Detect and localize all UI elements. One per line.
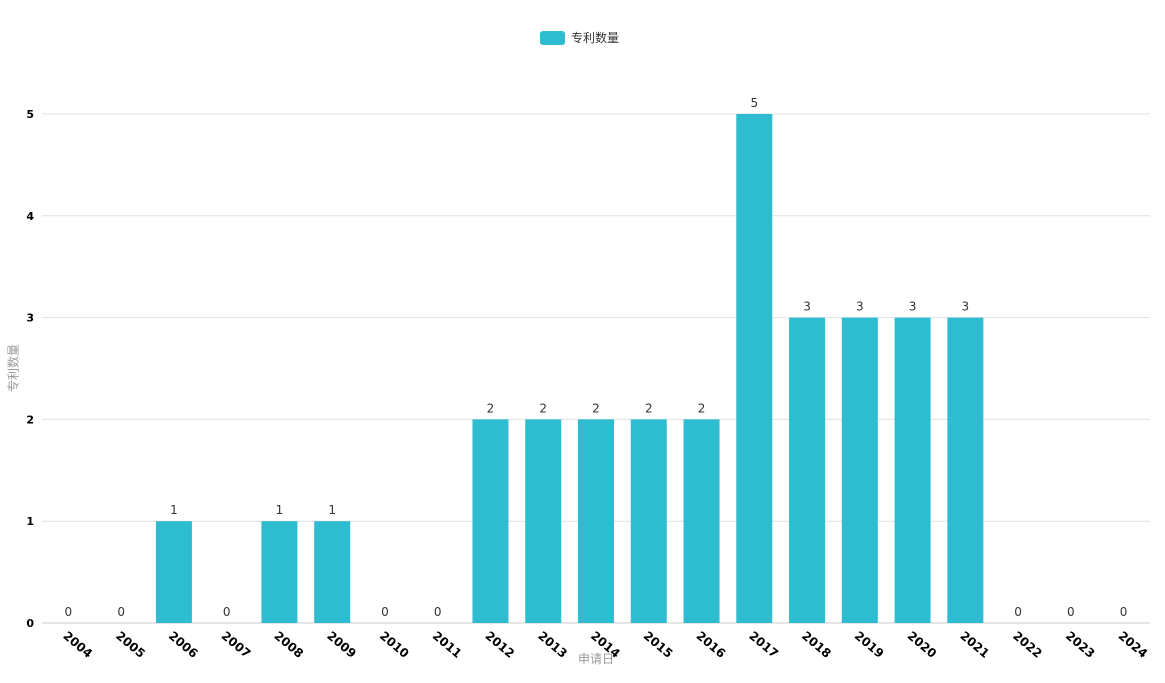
bar-value-label: 1 [170, 503, 178, 517]
bar-value-label: 0 [1120, 605, 1128, 619]
bar [841, 317, 878, 623]
x-tick-label: 2017 [746, 629, 781, 661]
x-tick-label: 2012 [483, 629, 518, 661]
x-tick-label: 2006 [166, 629, 201, 661]
bar-value-label: 0 [223, 605, 231, 619]
bar-value-label: 2 [539, 401, 547, 415]
x-tick-label: 2008 [272, 629, 307, 661]
y-tick-label: 4 [26, 210, 34, 223]
x-axis-title: 申请日 [577, 652, 615, 666]
bar-value-label: 0 [1014, 605, 1022, 619]
bar-value-label: 0 [117, 605, 125, 619]
x-tick-label: 2016 [694, 629, 729, 661]
y-tick-label: 1 [26, 515, 34, 528]
y-tick-label: 5 [26, 108, 34, 121]
bar-value-label: 3 [962, 300, 970, 314]
x-tick-label: 2024 [1116, 629, 1151, 661]
bar-value-label: 0 [1067, 605, 1075, 619]
x-tick-label: 2023 [1063, 629, 1098, 661]
bar [894, 317, 931, 623]
y-axis-title: 专利数量 [6, 343, 21, 393]
bar-value-label: 3 [856, 300, 864, 314]
bar-value-label: 0 [65, 605, 73, 619]
x-tick-label: 2019 [852, 629, 887, 661]
x-tick-label: 2021 [957, 629, 992, 661]
bar [525, 419, 562, 623]
x-tick-label: 2018 [799, 629, 834, 661]
bar-value-label: 2 [487, 401, 495, 415]
bar-value-label: 2 [698, 401, 706, 415]
bar-value-label: 1 [276, 503, 284, 517]
bar [789, 317, 826, 623]
bar [630, 419, 667, 623]
bar-value-label: 2 [645, 401, 653, 415]
x-tick-label: 2022 [1010, 629, 1045, 661]
x-tick-label: 2005 [113, 629, 148, 661]
bar-value-label: 1 [328, 503, 336, 517]
legend-label: 专利数量 [571, 31, 620, 45]
bar [472, 419, 509, 623]
x-tick-label: 2007 [219, 629, 254, 661]
bar [683, 419, 720, 623]
y-tick-label: 3 [26, 312, 34, 325]
bar-value-label: 3 [909, 300, 917, 314]
bar-value-label: 0 [434, 605, 442, 619]
y-tick-label: 0 [26, 617, 34, 630]
bar [947, 317, 984, 623]
bar-value-label: 0 [381, 605, 389, 619]
bar [155, 521, 192, 623]
legend-swatch [540, 30, 565, 45]
x-tick-label: 2009 [324, 629, 359, 661]
bar [578, 419, 614, 623]
x-tick-label: 2015 [641, 629, 676, 661]
x-tick-label: 2013 [535, 629, 570, 661]
x-tick-label: 2010 [377, 629, 412, 661]
bar-value-label: 5 [750, 96, 758, 110]
y-tick-label: 2 [26, 413, 34, 426]
bar [261, 521, 298, 623]
bar-value-label: 2 [592, 401, 600, 415]
x-tick-label: 2004 [60, 629, 95, 661]
legend[interactable]: 专利数量 [540, 29, 619, 46]
bar [314, 521, 351, 623]
x-tick-label: 2020 [905, 629, 940, 661]
bar-value-label: 3 [803, 300, 811, 314]
x-tick-label: 2011 [430, 629, 465, 661]
bar [736, 114, 773, 623]
